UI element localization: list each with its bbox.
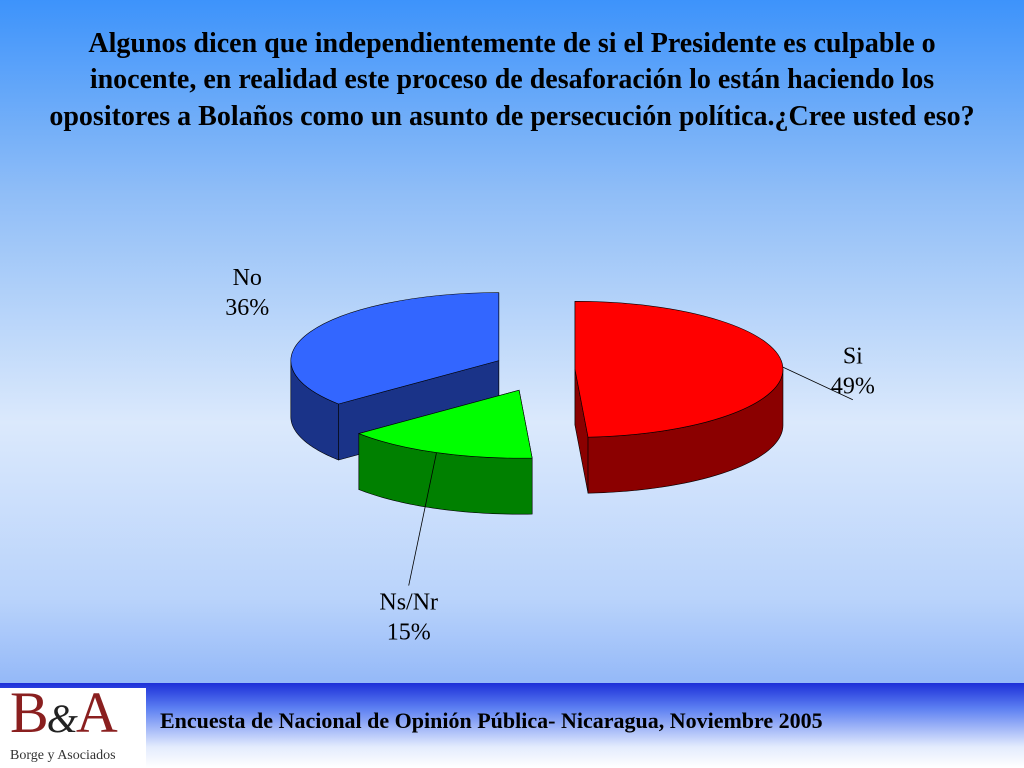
footer-text: Encuesta de Nacional de Opinión Pública-… [160, 708, 823, 733]
slice-si [574, 301, 784, 494]
footer-bar [0, 683, 1024, 768]
slice-label-nsnr: Ns/Nr [379, 590, 438, 616]
pie-chart: Si 49% Ns/Nr 15% No 36% [225, 265, 875, 646]
slice-label-no: No [233, 265, 262, 291]
slice-label-si: Si [843, 344, 863, 370]
slice-value-nsnr: 15% [387, 620, 431, 646]
slice-nsnr [357, 389, 533, 515]
slice-value-si: 49% [831, 374, 875, 400]
slice-value-no: 36% [225, 295, 269, 321]
logo-subtext: Borge y Asociados [10, 748, 116, 763]
logo: B&A Borge y Asociados [0, 684, 146, 768]
slice-top-nsnr [357, 389, 533, 459]
logo-mark: B&A [10, 680, 118, 745]
leader-line-nsnr [408, 452, 437, 586]
slice-top-no [290, 292, 500, 405]
chart-title: Algunos dicen que independientemente de … [49, 28, 975, 132]
leader-line-si [782, 366, 854, 401]
